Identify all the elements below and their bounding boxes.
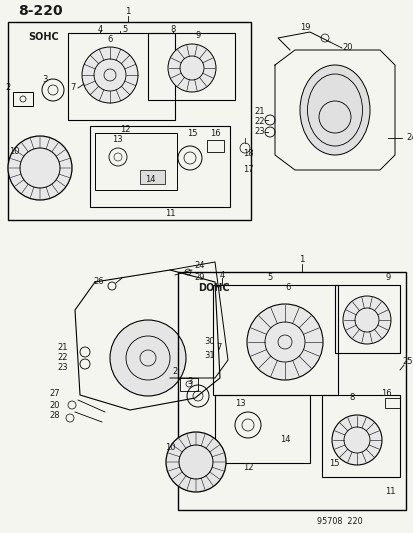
Text: 20: 20 <box>50 400 60 409</box>
Circle shape <box>247 304 322 380</box>
Text: 22: 22 <box>57 353 68 362</box>
Text: 28: 28 <box>49 411 60 421</box>
Text: DOHC: DOHC <box>197 283 229 293</box>
Text: 13: 13 <box>234 399 245 408</box>
Text: 13: 13 <box>112 135 122 144</box>
Bar <box>147 33 235 100</box>
Text: 12: 12 <box>119 125 130 134</box>
Bar <box>140 170 165 184</box>
Text: 5: 5 <box>267 273 272 282</box>
Text: 23: 23 <box>254 127 265 136</box>
Text: 14: 14 <box>279 435 290 445</box>
Bar <box>90 126 230 207</box>
Circle shape <box>110 320 185 396</box>
Text: 10: 10 <box>9 148 19 157</box>
Text: 5: 5 <box>122 26 127 35</box>
Ellipse shape <box>299 65 369 155</box>
Text: SOHC: SOHC <box>28 32 59 42</box>
Bar <box>214 395 309 463</box>
Text: 3: 3 <box>42 76 47 85</box>
Text: 22: 22 <box>254 117 265 126</box>
Text: 12: 12 <box>242 464 253 472</box>
Text: 15: 15 <box>328 458 338 467</box>
Text: 25: 25 <box>402 358 412 367</box>
Text: 2: 2 <box>172 367 178 376</box>
Bar <box>384 398 399 408</box>
Text: 1: 1 <box>299 255 304 264</box>
Text: 24: 24 <box>194 262 205 271</box>
Text: 14: 14 <box>145 175 155 184</box>
Text: 8-220: 8-220 <box>18 4 62 18</box>
Bar <box>206 140 223 152</box>
Bar <box>95 133 177 190</box>
Text: 2: 2 <box>6 84 11 93</box>
Bar <box>8 22 250 220</box>
Text: 7: 7 <box>70 84 75 93</box>
Bar <box>13 92 33 106</box>
Bar <box>178 272 405 510</box>
Text: 11: 11 <box>164 208 175 217</box>
Text: 24: 24 <box>405 133 413 142</box>
Circle shape <box>82 47 138 103</box>
Circle shape <box>342 296 390 344</box>
Text: 10: 10 <box>164 443 175 453</box>
Text: 18: 18 <box>242 149 253 157</box>
Text: 7: 7 <box>216 343 221 352</box>
Text: 26: 26 <box>93 278 104 287</box>
Text: 20: 20 <box>342 44 352 52</box>
Bar <box>321 395 399 477</box>
Text: 95708  220: 95708 220 <box>316 518 362 527</box>
Text: 21: 21 <box>57 343 68 352</box>
Bar <box>212 285 337 395</box>
Text: 9: 9 <box>195 30 200 39</box>
Text: 21: 21 <box>254 108 265 117</box>
Text: 4: 4 <box>219 271 224 279</box>
Text: 1: 1 <box>125 7 131 17</box>
Circle shape <box>331 415 381 465</box>
Text: 11: 11 <box>384 488 394 497</box>
Text: 6: 6 <box>285 284 290 293</box>
Text: 8: 8 <box>170 26 175 35</box>
Text: 27: 27 <box>49 390 60 399</box>
Text: 23: 23 <box>57 364 68 373</box>
Text: 31: 31 <box>204 351 215 359</box>
Circle shape <box>8 136 72 200</box>
Text: 3: 3 <box>187 377 192 386</box>
Text: 4: 4 <box>97 26 102 35</box>
Bar <box>68 33 175 120</box>
Circle shape <box>168 44 216 92</box>
Text: 9: 9 <box>385 273 390 282</box>
Text: 16: 16 <box>209 130 220 139</box>
Text: 8: 8 <box>349 393 354 402</box>
Text: 17: 17 <box>242 166 253 174</box>
Text: 19: 19 <box>299 23 309 33</box>
Text: 29: 29 <box>194 273 205 282</box>
Text: 6: 6 <box>107 36 112 44</box>
Text: 30: 30 <box>204 337 215 346</box>
Circle shape <box>166 432 225 492</box>
Text: 16: 16 <box>380 389 390 398</box>
Text: 15: 15 <box>186 128 197 138</box>
Bar <box>180 378 197 391</box>
Bar <box>334 285 399 353</box>
